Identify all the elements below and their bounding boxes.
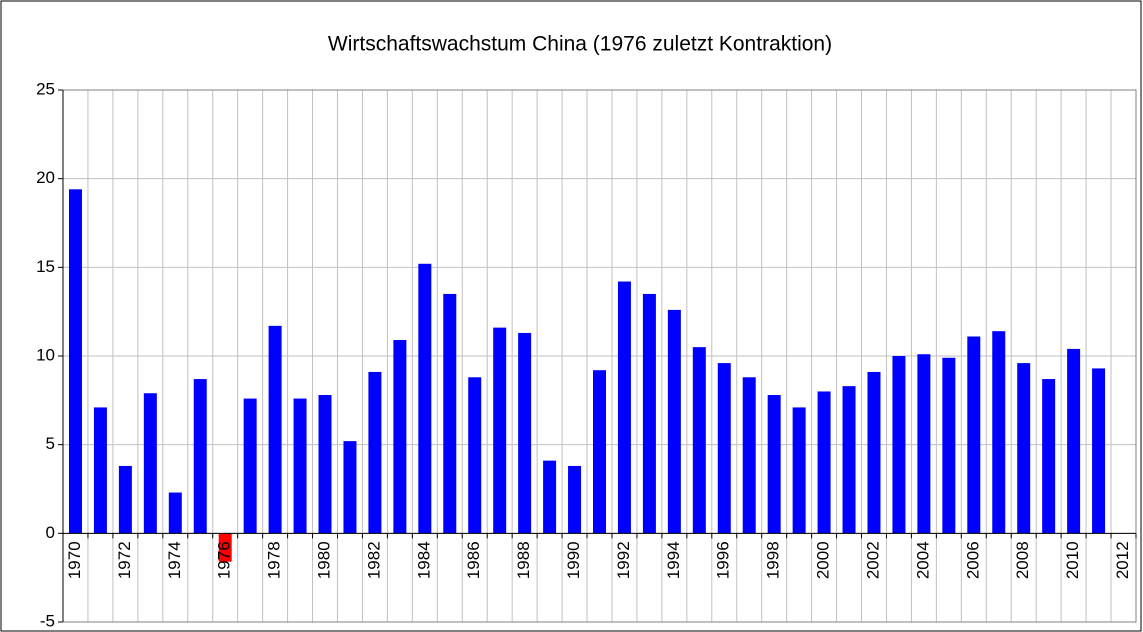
bar — [568, 465, 582, 534]
bar — [593, 370, 606, 534]
bar — [617, 281, 631, 534]
x-tick-label: 1970 — [65, 541, 84, 579]
bar — [817, 391, 831, 534]
bar — [168, 492, 182, 534]
bar — [418, 263, 432, 534]
x-tick-label: 1978 — [265, 541, 284, 579]
bar — [767, 395, 781, 534]
bar — [1042, 379, 1056, 534]
y-tick-label: 10 — [36, 345, 55, 364]
bar — [193, 379, 207, 534]
x-tick-label: 2010 — [1063, 541, 1082, 579]
x-tick-label: 1982 — [364, 541, 383, 579]
bar — [717, 363, 731, 534]
bar — [293, 398, 307, 534]
x-tick-label: 1988 — [514, 541, 533, 579]
x-tick-label: 1980 — [314, 541, 333, 579]
x-tick-label: 1996 — [714, 541, 733, 579]
bar — [1092, 368, 1106, 534]
x-tick-label: 2004 — [913, 541, 932, 579]
bar — [692, 347, 706, 534]
bar — [892, 356, 906, 534]
bar — [343, 441, 357, 534]
y-tick-label: 0 — [46, 523, 55, 542]
bar — [368, 371, 382, 534]
bar — [942, 357, 956, 534]
bar — [917, 354, 931, 534]
y-tick-label: 15 — [36, 257, 55, 276]
bar — [143, 393, 157, 534]
bar — [218, 533, 232, 562]
bar — [642, 293, 656, 534]
y-tick-label: 25 — [36, 79, 55, 98]
x-tick-label: 1998 — [764, 541, 783, 579]
bar — [667, 309, 681, 534]
bar — [393, 340, 407, 534]
bar — [742, 377, 756, 534]
x-tick-label: 1974 — [165, 541, 184, 579]
bar — [992, 331, 1006, 534]
bar — [268, 325, 282, 534]
bar — [68, 189, 82, 534]
bar — [967, 336, 981, 534]
chart-title: Wirtschaftswachstum China (1976 zuletzt … — [328, 33, 832, 56]
bar — [118, 465, 132, 534]
x-tick-label: 2008 — [1013, 541, 1032, 579]
y-tick-label: 5 — [46, 434, 55, 453]
bar — [318, 395, 332, 534]
bar — [1067, 348, 1081, 534]
x-tick-label: 2002 — [863, 541, 882, 579]
bar — [93, 407, 107, 534]
bar — [867, 371, 881, 534]
bar — [243, 398, 257, 534]
x-tick-label: 1990 — [564, 541, 583, 579]
x-tick-label: 2000 — [814, 541, 833, 579]
bar — [1017, 363, 1031, 534]
x-tick-label: 1976 — [215, 541, 234, 579]
x-tick-label: 1972 — [115, 541, 134, 579]
x-tick-label: 1994 — [664, 541, 683, 579]
x-tick-label: 1992 — [614, 541, 633, 579]
bar — [518, 332, 532, 534]
x-tick-label: 2006 — [963, 541, 982, 579]
bar — [493, 327, 507, 534]
y-tick-label: 20 — [36, 168, 55, 187]
bar — [543, 460, 557, 534]
bar — [792, 407, 806, 534]
x-tick-label: 1984 — [414, 541, 433, 579]
x-tick-label: 2012 — [1113, 541, 1132, 579]
x-tick-label: 1986 — [464, 541, 483, 579]
y-tick-label: -5 — [40, 611, 55, 630]
bar — [468, 377, 482, 534]
bar — [842, 386, 856, 534]
bar — [443, 293, 457, 534]
